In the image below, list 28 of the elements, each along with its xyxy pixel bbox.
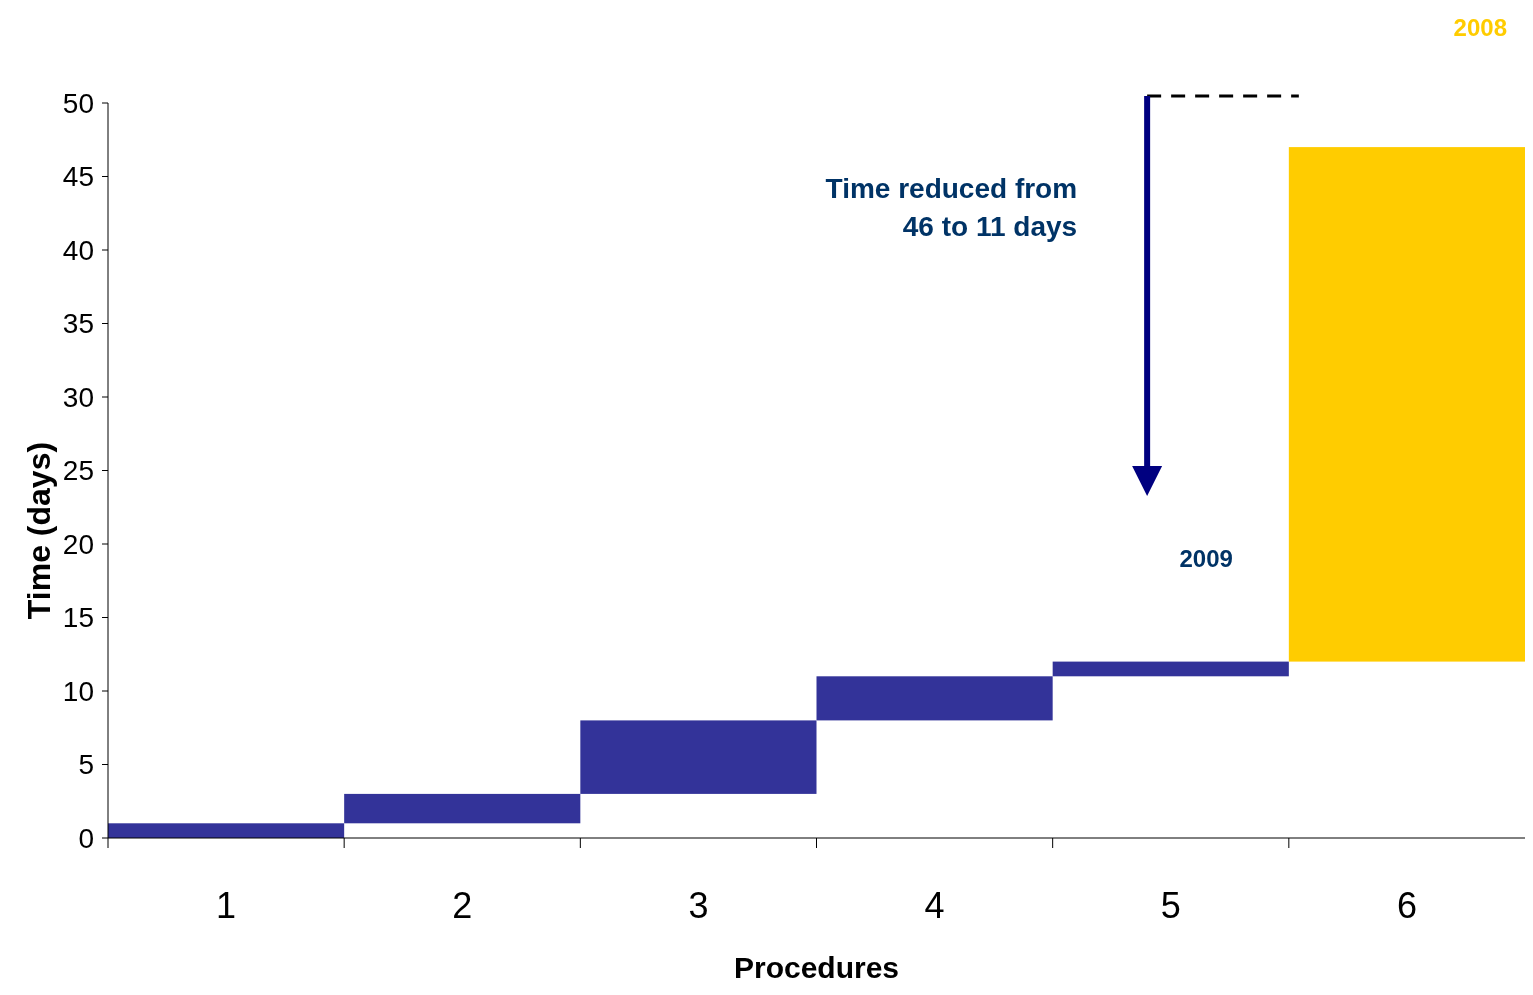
x-tick-label: 1 xyxy=(216,885,237,926)
bar xyxy=(1288,147,1525,662)
x-axis-title: Procedures xyxy=(733,951,900,984)
bar xyxy=(108,823,345,838)
x-tick-label: 4 xyxy=(924,885,945,926)
y-axis-title: Time (days) xyxy=(21,441,57,620)
bar xyxy=(580,720,817,794)
y-tick-label: 0 xyxy=(78,822,94,854)
y-tick-label: 40 xyxy=(62,234,94,266)
annotation: 2009 xyxy=(1179,544,1233,572)
y-tick-label: 45 xyxy=(62,161,94,193)
y-tick-label: 20 xyxy=(62,528,94,560)
y-tick-label: 5 xyxy=(78,749,94,781)
y-tick-label: 25 xyxy=(62,455,94,487)
text: 2008 xyxy=(1453,14,1507,41)
x-tick-label: 3 xyxy=(688,885,709,926)
x-tick-label: 5 xyxy=(1160,885,1181,926)
bar xyxy=(1052,661,1289,677)
y-tick-label: 10 xyxy=(62,675,94,707)
bar xyxy=(816,676,1053,721)
x-tick-label: 6 xyxy=(1396,885,1417,926)
bar xyxy=(344,793,581,824)
y-tick-label: 35 xyxy=(62,308,94,340)
annotation: Time reduced from 46 to 11 days xyxy=(825,173,1078,242)
y-tick-label: 30 xyxy=(62,381,94,413)
y-tick-label: 50 xyxy=(62,87,94,119)
y-tick-label: 15 xyxy=(62,602,94,634)
x-tick-label: 2 xyxy=(452,885,473,926)
